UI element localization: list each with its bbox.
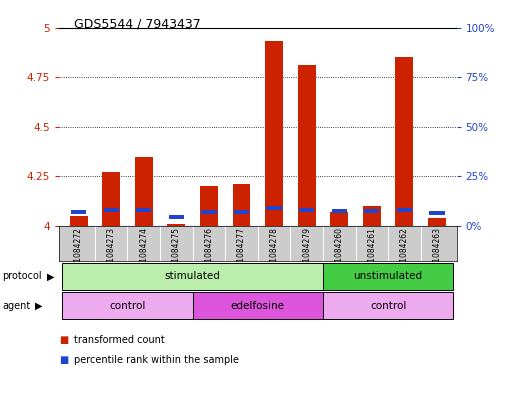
Text: control: control — [109, 301, 146, 310]
Bar — [136, 208, 151, 212]
Bar — [265, 41, 283, 226]
Text: GSM1084274: GSM1084274 — [139, 227, 148, 278]
Bar — [331, 209, 347, 213]
Text: GSM1084260: GSM1084260 — [335, 227, 344, 278]
Text: GSM1084275: GSM1084275 — [172, 227, 181, 278]
Text: GSM1084263: GSM1084263 — [432, 227, 442, 278]
Bar — [62, 292, 192, 319]
Bar — [169, 215, 184, 219]
Text: control: control — [370, 301, 406, 310]
Bar — [200, 186, 218, 226]
Bar — [192, 292, 323, 319]
Text: stimulated: stimulated — [165, 271, 221, 281]
Bar — [201, 210, 216, 214]
Bar — [234, 210, 249, 214]
Text: ■: ■ — [59, 354, 68, 365]
Bar — [71, 210, 86, 214]
Bar — [167, 224, 185, 226]
Bar — [70, 216, 88, 226]
Bar — [330, 212, 348, 226]
Text: GSM1084279: GSM1084279 — [302, 227, 311, 278]
Text: GDS5544 / 7943437: GDS5544 / 7943437 — [74, 18, 201, 31]
Text: protocol: protocol — [3, 271, 42, 281]
Bar — [323, 263, 453, 290]
Text: unstimulated: unstimulated — [353, 271, 423, 281]
Bar — [102, 173, 120, 226]
Text: GSM1084261: GSM1084261 — [367, 227, 377, 278]
Text: ■: ■ — [59, 335, 68, 345]
Bar — [429, 211, 445, 215]
Text: GSM1084277: GSM1084277 — [237, 227, 246, 278]
Text: percentile rank within the sample: percentile rank within the sample — [74, 354, 240, 365]
Bar — [62, 263, 323, 290]
Text: GSM1084278: GSM1084278 — [269, 227, 279, 278]
Bar — [135, 156, 153, 226]
Bar — [364, 209, 380, 213]
Bar — [397, 208, 412, 212]
Bar — [363, 206, 381, 226]
Bar — [323, 292, 453, 319]
Text: GSM1084276: GSM1084276 — [204, 227, 213, 278]
Text: transformed count: transformed count — [74, 335, 165, 345]
Text: GSM1084273: GSM1084273 — [107, 227, 115, 278]
Text: edelfosine: edelfosine — [231, 301, 285, 310]
Bar — [232, 184, 250, 226]
Bar — [428, 218, 446, 226]
Bar — [396, 57, 413, 226]
Text: ▶: ▶ — [35, 301, 43, 311]
Text: GSM1084272: GSM1084272 — [74, 227, 83, 278]
Bar — [298, 65, 315, 226]
Bar — [266, 206, 282, 210]
Bar — [104, 208, 119, 212]
Bar — [299, 208, 314, 212]
Text: ▶: ▶ — [47, 271, 55, 281]
Text: agent: agent — [3, 301, 31, 311]
Text: GSM1084262: GSM1084262 — [400, 227, 409, 278]
